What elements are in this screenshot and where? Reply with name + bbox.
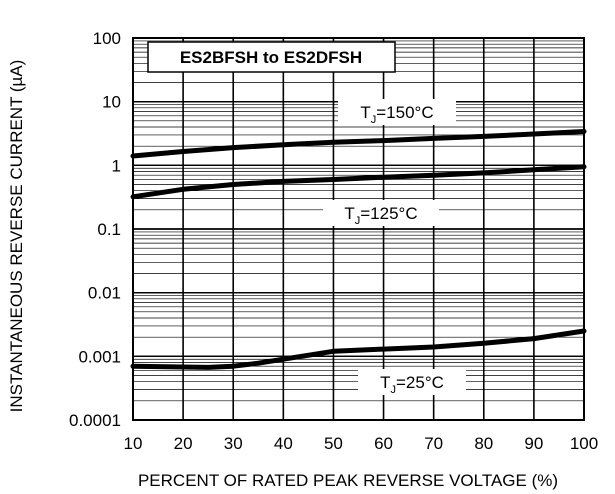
x-tick-label: 70 — [424, 434, 443, 453]
x-tick-label: 100 — [570, 434, 598, 453]
series-label-text: TJ=125°C — [344, 204, 417, 227]
x-tick-label: 90 — [524, 434, 543, 453]
series-label-text: TJ=150°C — [360, 103, 433, 126]
y-tick-label: 0.1 — [97, 220, 121, 239]
plot-frame — [132, 37, 585, 421]
x-tick-label: 40 — [274, 434, 293, 453]
series-label-bg — [358, 369, 466, 395]
tick-labels: 10 20 30 40 50 60 70 80 90 100 0.0001 0.001 0.01 0.1 1… — [69, 29, 598, 453]
chart-title: ES2BFSH to ES2DFSH — [180, 48, 362, 67]
series-label: TJ=150°C — [338, 99, 456, 126]
y-tick-label: 1 — [112, 156, 121, 175]
x-tick-label: 80 — [474, 434, 493, 453]
series-lines — [130, 129, 587, 370]
series-line — [130, 164, 587, 200]
y-tick-label: 100 — [93, 29, 121, 48]
series-line — [130, 328, 587, 370]
series-label-bg — [323, 200, 439, 226]
grid — [132, 37, 585, 421]
x-tick-label: 20 — [174, 434, 193, 453]
series-label-text: TJ=25°C — [380, 373, 444, 396]
y-tick-label: 0.01 — [88, 284, 121, 303]
y-tick-label: 0.001 — [78, 347, 121, 366]
y-axis-title: INSTANTANEOUS REVERSE CURRENT (µA) — [7, 60, 26, 413]
x-axis-title: PERCENT OF RATED PEAK REVERSE VOLTAGE (%… — [138, 471, 558, 490]
x-tick-label: 10 — [124, 434, 143, 453]
series-label: TJ=25°C — [358, 369, 466, 396]
series-line — [130, 129, 587, 159]
x-tick-label: 30 — [224, 434, 243, 453]
title-box — [147, 41, 396, 73]
x-tick-label: 50 — [324, 434, 343, 453]
y-tick-label: 0.0001 — [69, 411, 121, 430]
series-label: TJ=125°C — [323, 200, 439, 227]
series-label-bg — [338, 99, 456, 125]
x-tick-label: 60 — [374, 434, 393, 453]
series-labels: TJ=150°C TJ=125°C TJ=25°C — [323, 99, 466, 396]
y-tick-label: 10 — [102, 93, 121, 112]
